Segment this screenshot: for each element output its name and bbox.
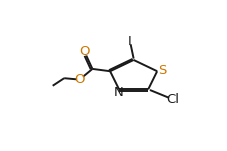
- Text: O: O: [79, 45, 89, 58]
- Text: I: I: [127, 35, 131, 48]
- Text: S: S: [157, 64, 165, 77]
- Text: O: O: [74, 73, 84, 86]
- Text: Cl: Cl: [166, 93, 179, 106]
- Text: N: N: [113, 86, 123, 99]
